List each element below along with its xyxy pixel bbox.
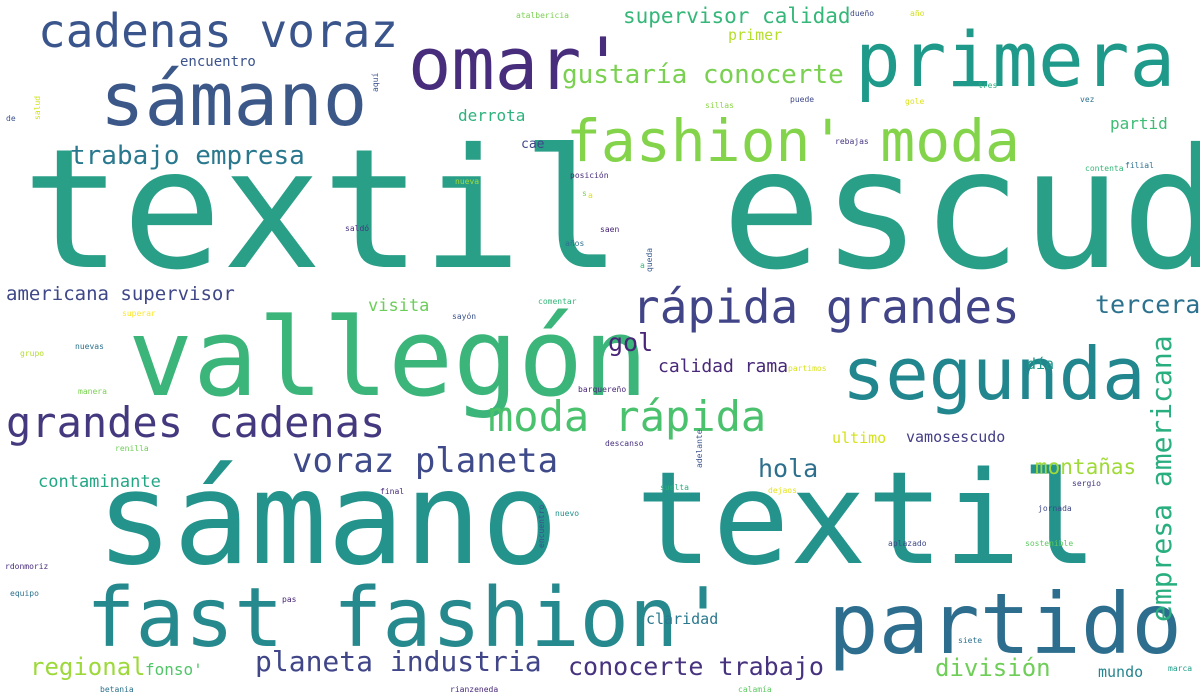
cloud-word: equipo bbox=[10, 589, 39, 598]
cloud-word: tercera bbox=[1095, 290, 1200, 319]
cloud-word: siete bbox=[958, 636, 983, 645]
cloud-word: fashion' moda bbox=[566, 107, 1020, 175]
cloud-word: vez bbox=[1080, 95, 1095, 104]
cloud-word: betania bbox=[100, 685, 134, 694]
cloud-word: descanso bbox=[605, 439, 644, 448]
cloud-word: ultimo bbox=[832, 429, 887, 447]
cloud-word: marca bbox=[1168, 664, 1193, 673]
cloud-word: fast fashion' bbox=[86, 571, 728, 666]
cloud-word: aplazado bbox=[888, 539, 927, 548]
cloud-word-vertical: adelante bbox=[695, 429, 704, 468]
cloud-word: manera bbox=[78, 387, 107, 396]
cloud-word: moda rápida bbox=[488, 392, 767, 441]
cloud-word: dejaos bbox=[768, 486, 797, 495]
cloud-word: día bbox=[1027, 355, 1055, 373]
cloud-word-vertical: queda bbox=[645, 247, 654, 272]
cloud-word: americana supervisor bbox=[6, 283, 235, 305]
cloud-word: vamosescudo bbox=[906, 428, 1006, 446]
cloud-word: rebajas bbox=[835, 137, 869, 146]
cloud-word: de bbox=[6, 114, 16, 123]
cloud-word: partid bbox=[1110, 114, 1168, 133]
cloud-word: años bbox=[565, 239, 585, 248]
cloud-word: partido bbox=[828, 575, 1183, 673]
cloud-word: nuevo bbox=[555, 509, 580, 518]
cloud-word: voraz planeta bbox=[292, 441, 559, 481]
cloud-word: nueva bbox=[455, 177, 480, 186]
cloud-word: comentar bbox=[538, 297, 577, 306]
cloud-word: renilla bbox=[115, 444, 149, 453]
cloud-word: claridad bbox=[646, 610, 719, 628]
cloud-word: suelta bbox=[660, 483, 689, 492]
cloud-word: contaminante bbox=[38, 472, 161, 492]
cloud-word-vertical: salud bbox=[33, 95, 42, 120]
cloud-word: gole bbox=[905, 97, 925, 106]
cloud-word: barquereño bbox=[578, 385, 627, 394]
cloud-word: segunda bbox=[842, 332, 1146, 416]
cloud-word: cae bbox=[521, 137, 545, 152]
cloud-word: rianzeneda bbox=[450, 685, 499, 694]
cloud-word: grupo bbox=[20, 349, 45, 358]
cloud-word: calidad rama bbox=[658, 356, 789, 377]
cloud-word-vertical: aquí bbox=[371, 72, 380, 92]
cloud-word: contenta bbox=[1085, 164, 1124, 173]
cloud-word: s bbox=[582, 189, 587, 198]
cloud-word: sostenible bbox=[1025, 539, 1074, 548]
cloud-word: atalbericia bbox=[516, 11, 569, 20]
cloud-word: cadenas voraz bbox=[38, 4, 399, 58]
cloud-word: montañas bbox=[1035, 455, 1137, 479]
cloud-word: regional bbox=[30, 653, 146, 681]
cloud-word: grandes cadenas bbox=[6, 398, 386, 447]
cloud-word: rápida grandes bbox=[632, 280, 1020, 334]
cloud-word: vallegón bbox=[128, 296, 649, 421]
cloud-word: a bbox=[640, 261, 645, 270]
cloud-word: hola bbox=[758, 454, 819, 483]
cloud-word: división bbox=[935, 654, 1051, 682]
cloud-word: mundo bbox=[1098, 663, 1144, 681]
cloud-word: sergio bbox=[1072, 479, 1101, 488]
cloud-word: saldó bbox=[345, 224, 370, 233]
cloud-word: encuentro bbox=[180, 54, 256, 70]
cloud-word: fonso' bbox=[145, 660, 203, 679]
cloud-word: pas bbox=[282, 595, 297, 604]
cloud-word: posición bbox=[570, 171, 609, 180]
cloud-word: gol bbox=[608, 328, 654, 357]
cloud-word-vertical: encuentro bbox=[537, 504, 546, 548]
cloud-word: trabajo empresa bbox=[70, 141, 305, 171]
cloud-word: tres bbox=[978, 81, 998, 90]
cloud-word: a bbox=[588, 191, 593, 200]
cloud-word: dueño bbox=[850, 9, 875, 18]
cloud-word: saen bbox=[600, 225, 620, 234]
cloud-word: textil escudo bbox=[22, 114, 1200, 307]
cloud-word: sámano bbox=[100, 57, 368, 143]
cloud-word: filial bbox=[1125, 161, 1154, 170]
cloud-word: planeta industria bbox=[255, 645, 542, 678]
cloud-word: año bbox=[910, 9, 925, 18]
cloud-word: rdonmoriz bbox=[5, 562, 49, 571]
cloud-word: conocerte trabajo bbox=[568, 652, 824, 681]
cloud-word-vertical: empresa americana bbox=[1145, 335, 1178, 622]
cloud-word: calamía bbox=[738, 685, 772, 694]
cloud-word: gustaría conocerte bbox=[562, 60, 844, 90]
cloud-word: primera bbox=[855, 15, 1176, 104]
cloud-word: supervisor calidad bbox=[623, 4, 851, 28]
cloud-word: primer bbox=[728, 26, 783, 44]
cloud-word: omar' bbox=[408, 22, 625, 106]
cloud-word: derrota bbox=[458, 106, 526, 125]
cloud-word: sámano textil bbox=[96, 445, 1098, 594]
cloud-word: sayón bbox=[452, 312, 477, 321]
cloud-word: jornada bbox=[1038, 504, 1072, 513]
cloud-word: partimos bbox=[788, 364, 827, 373]
cloud-word: puede bbox=[790, 95, 815, 104]
cloud-word: nuevas bbox=[75, 342, 104, 351]
cloud-word: superar bbox=[122, 309, 156, 318]
cloud-word: final bbox=[380, 487, 405, 496]
cloud-word: visita bbox=[368, 296, 430, 316]
cloud-word: sillas bbox=[705, 101, 734, 110]
